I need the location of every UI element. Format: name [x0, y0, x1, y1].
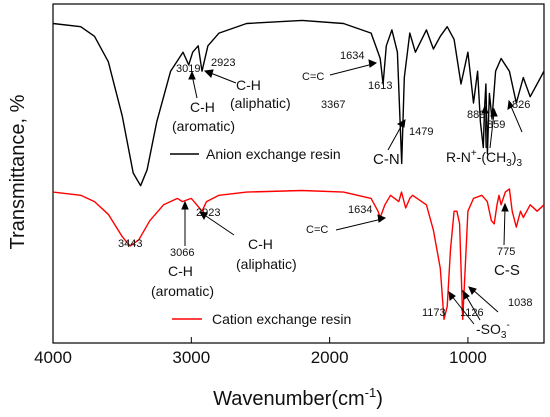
arrowhead — [448, 290, 456, 301]
arrow-so3-1126 — [464, 293, 481, 321]
arrow-ch-aliphatic-anion — [207, 71, 237, 84]
x-tick-label: 2000 — [311, 348, 349, 367]
arrow-so3-1038 — [471, 288, 499, 313]
ch-aliphatic-label: C-H — [248, 236, 273, 252]
arrowhead — [368, 59, 378, 68]
x-tick-label: 1000 — [449, 348, 487, 367]
peak-label-2923: 2923 — [211, 57, 235, 69]
ch-aromatic-label: C-H — [190, 99, 215, 115]
arrowhead — [507, 99, 514, 110]
anion-annotations: 3367 3019 2923 C-H (aromatic) C-H (aliph… — [172, 50, 530, 169]
x-tick-label: 4000 — [34, 348, 72, 367]
peak-label-859: 859 — [487, 119, 505, 131]
legend-label-cation: Cation exchange resin — [212, 311, 351, 327]
peak-label-3367: 3367 — [321, 99, 345, 111]
peak-label-1479: 1479 — [409, 126, 433, 138]
peak-label-889: 889 — [467, 109, 485, 121]
arrow-cc-cation — [335, 218, 383, 231]
arrowhead — [481, 104, 489, 114]
legend-cation: Cation exchange resin — [172, 311, 351, 327]
cc-label: C=C — [302, 71, 324, 83]
x-tick-label: 3000 — [172, 348, 210, 367]
arrowhead — [203, 69, 214, 78]
sulfonate-label: -SO3- — [476, 320, 510, 341]
peak-label-1126: 1126 — [460, 307, 484, 319]
arrow-cs — [503, 207, 506, 246]
ch-aromatic-label: C-H — [168, 263, 193, 279]
anion-exchange-resin-curve — [52, 19, 545, 187]
aromatic-note: (aromatic) — [172, 118, 235, 134]
arrow-quat-889 — [484, 109, 487, 149]
peak-label-3066: 3066 — [170, 247, 194, 259]
annotation-arrows — [181, 59, 523, 325]
peak-label-3019: 3019 — [176, 63, 200, 75]
cc-label: C=C — [306, 224, 328, 236]
arrow-cn — [387, 122, 404, 151]
y-axis-label: Transmittance, % — [7, 94, 29, 249]
peak-label-1038: 1038 — [508, 297, 532, 309]
aliphatic-note: (aliphatic) — [236, 256, 297, 272]
arrow-quat-826 — [509, 103, 523, 133]
arrow-quat-859 — [489, 112, 495, 149]
arrow-ch-aliphatic-cation — [202, 213, 235, 236]
arrowhead — [396, 119, 406, 128]
arrowhead — [468, 286, 477, 295]
x-axis-label: Wavenumber(cm-1) — [213, 385, 383, 410]
arrowhead — [188, 70, 196, 80]
x-axis-ticks: 4000 3000 2000 1000 — [34, 337, 487, 367]
arrow-cc-anion — [329, 63, 374, 76]
arrowhead — [377, 214, 387, 223]
arrowhead — [199, 211, 208, 221]
peak-label-3443: 3443 — [118, 238, 142, 250]
peak-label-1634: 1634 — [348, 204, 372, 216]
arrowhead — [490, 107, 498, 117]
cation-exchange-resin-curve — [52, 188, 545, 320]
peak-label-1634: 1634 — [340, 50, 364, 62]
aromatic-note: (aromatic) — [151, 283, 214, 299]
arrow-so3-1173 — [450, 294, 475, 325]
arrowhead — [462, 289, 470, 300]
cs-label: C-S — [494, 262, 520, 279]
peak-label-775: 775 — [497, 246, 515, 258]
peak-label-1613: 1613 — [368, 80, 392, 92]
peak-label-1173: 1173 — [422, 307, 446, 319]
quaternary-ammonium-label: R-N+-(CH3)3 — [446, 148, 523, 169]
peak-label-826: 826 — [512, 99, 530, 111]
legend-anion: Anion exchange resin — [170, 146, 341, 162]
ch-aliphatic-label: C-H — [236, 77, 261, 93]
arrowhead — [181, 200, 189, 210]
plot-frame — [52, 3, 545, 344]
aliphatic-note: (aliphatic) — [230, 95, 291, 111]
legend-label-anion: Anion exchange resin — [206, 146, 341, 162]
arrowhead — [501, 202, 509, 212]
cation-annotations: 3443 3066 2923 C-H (aromatic) C-H (aliph… — [118, 204, 532, 341]
cn-label: C-N — [373, 151, 400, 168]
